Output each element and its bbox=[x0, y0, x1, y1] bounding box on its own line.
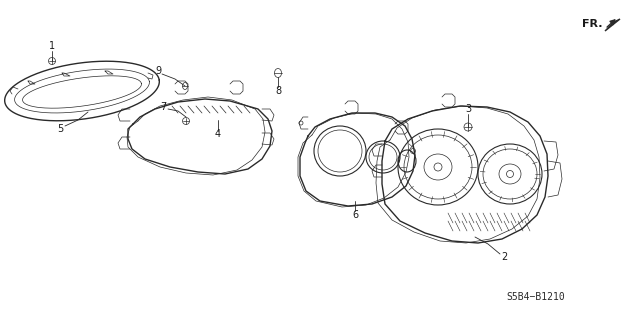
Text: 3: 3 bbox=[465, 104, 471, 114]
Text: 5: 5 bbox=[57, 124, 63, 134]
Text: FR.: FR. bbox=[582, 19, 602, 29]
Text: 2: 2 bbox=[501, 252, 507, 262]
Text: 9: 9 bbox=[155, 66, 161, 76]
Text: 1: 1 bbox=[49, 41, 55, 51]
Text: 4: 4 bbox=[215, 129, 221, 139]
Text: 7: 7 bbox=[160, 102, 166, 112]
Text: 8: 8 bbox=[275, 86, 281, 96]
Text: S5B4−B1210: S5B4−B1210 bbox=[507, 292, 565, 302]
Polygon shape bbox=[605, 19, 620, 31]
Text: 6: 6 bbox=[352, 210, 358, 220]
